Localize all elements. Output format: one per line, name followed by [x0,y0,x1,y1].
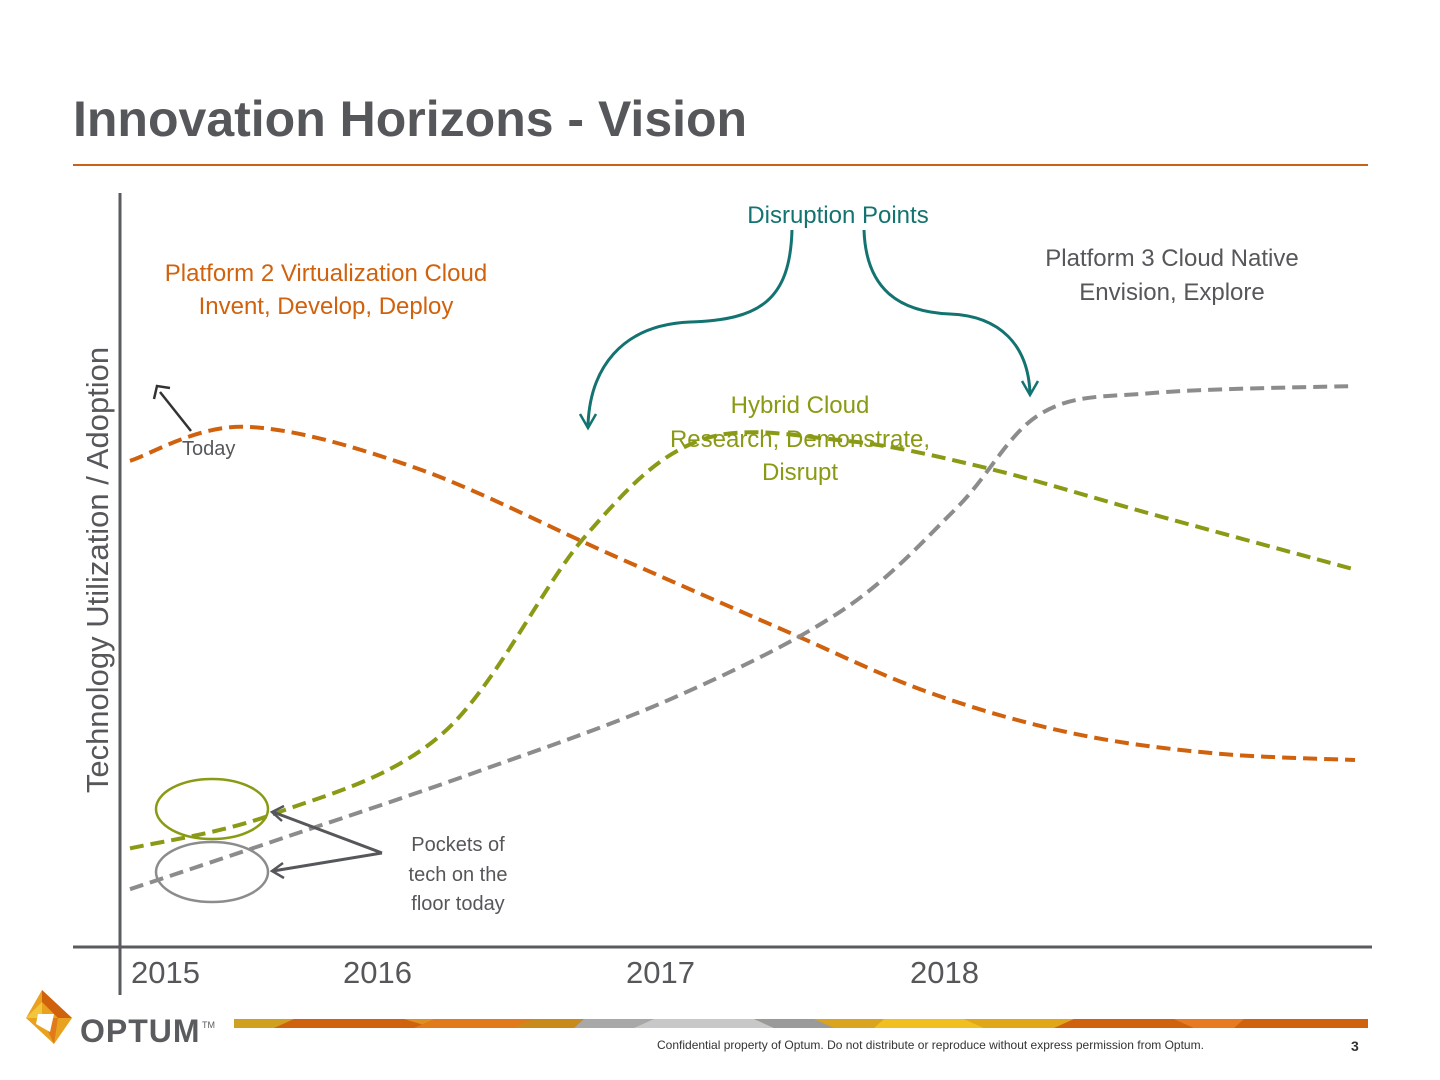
title-rule [73,164,1368,166]
pocket-arrowhead-upper [269,804,285,822]
series-hybrid-line [129,430,1356,851]
series-sublabel-platform3: Envision, Explore [1079,279,1264,306]
series-sublabel-platform2: Invent, Develop, Deploy [199,293,454,320]
x-tick-2015: 2015 [131,955,200,990]
pockets-label-line1: Pockets of [411,834,505,856]
page-number: 3 [1351,1038,1359,1054]
today-label: Today [182,438,235,460]
optum-logo-icon [26,990,72,1044]
pocket-ellipse-platform3 [154,840,270,904]
y-axis-label: Technology Utilization / Adoption [80,347,115,793]
footer-color-band [234,1019,1368,1028]
optum-wordmark: OPTUM [80,1013,201,1049]
today-arrowhead [152,384,171,400]
x-tick-2017: 2017 [626,955,695,990]
confidential-footer: Confidential property of Optum. Do not d… [657,1038,1204,1052]
series-label-platform2: Platform 2 Virtualization Cloud [165,260,487,287]
pockets-label-line3: floor today [411,893,504,915]
x-tick-2016: 2016 [343,955,412,990]
pocket-arrowhead-lower [269,861,285,880]
x-tick-2018: 2018 [910,955,979,990]
pocket-arrow-lower [272,851,383,873]
today-arrow [159,391,192,432]
series-sublabel-hybrid: Research, Demonstrate, [670,426,930,453]
series-sublabel-hybrid-cont: Disrupt [762,459,838,486]
pocket-arrow-upper [272,810,383,855]
disruption-arrowhead-left [578,413,598,431]
pocket-ellipse-hybrid [154,777,270,841]
disruption-arrow-right [862,229,1032,394]
page-title: Innovation Horizons - Vision [73,91,748,147]
series-label-platform3: Platform 3 Cloud Native [1045,245,1298,272]
pockets-label-line2: tech on the [409,864,508,886]
series-label-hybrid: Hybrid Cloud [731,392,870,419]
adoption-chart: Technology Utilization / Adoption 2015 2… [73,193,1372,995]
series-platform3-line [129,384,1356,892]
series-platform2-line [129,424,1356,762]
optum-trademark: TM [202,1020,215,1030]
disruption-label: Disruption Points [747,202,928,229]
disruption-arrow-left [586,229,794,426]
disruption-arrowhead-right [1020,380,1040,398]
